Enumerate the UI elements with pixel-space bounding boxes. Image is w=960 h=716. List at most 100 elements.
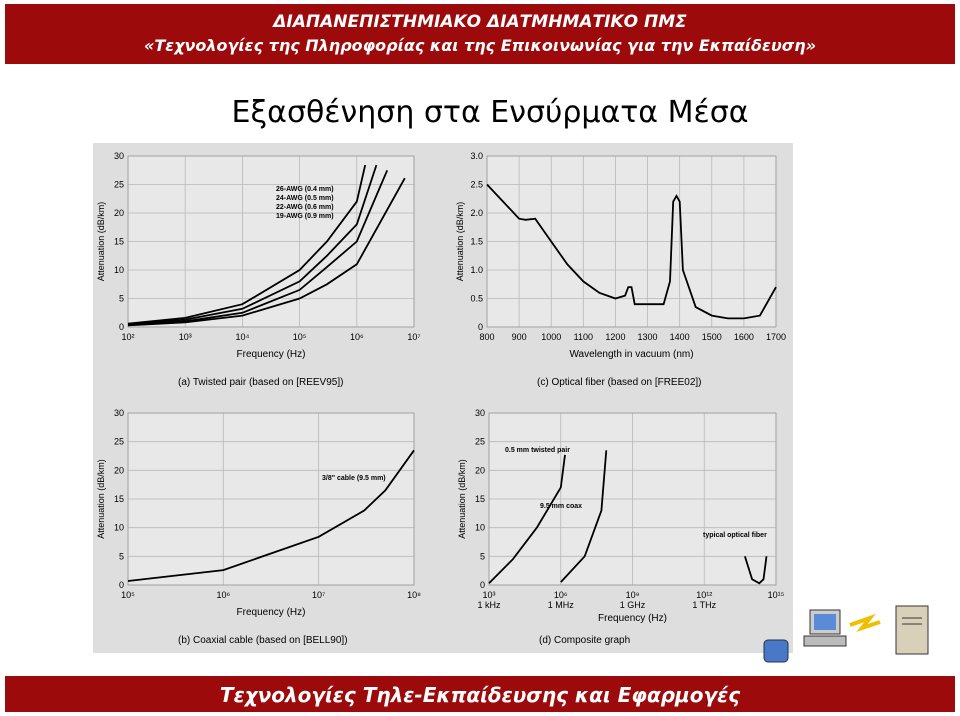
- y-tick-label: 15: [114, 237, 124, 247]
- x-tick-label: 1600: [734, 332, 754, 342]
- x-tick-label: 10⁹ 1 GHz: [620, 590, 646, 610]
- y-tick-label: 20: [114, 208, 124, 218]
- y-tick-label: 0: [119, 322, 124, 332]
- series-label: 24-AWG (0.5 mm): [276, 195, 334, 202]
- plot-frame: [488, 412, 777, 586]
- x-tick-label: 1500: [702, 332, 722, 342]
- header-line: «Τεχνολογίες της Πληροφορίας και της Επι…: [144, 36, 816, 55]
- y-tick-label: 15: [114, 494, 124, 504]
- icon-part: [895, 605, 929, 655]
- plot-frame: [127, 155, 415, 328]
- network-icon: [763, 605, 929, 663]
- plot-frame: [127, 412, 415, 586]
- y-tick-label: 30: [114, 408, 124, 418]
- slide-title: Εξασθένηση στα Ενσύρματα Μέσα: [231, 95, 748, 130]
- x-axis-label: Frequency (Hz): [598, 613, 667, 624]
- x-tick-label: 10⁵: [121, 590, 135, 600]
- x-tick-label: 10⁵: [293, 332, 307, 342]
- series-label: 3/8" cable (9.5 mm): [322, 475, 386, 482]
- x-tick-label: 10⁴: [235, 332, 249, 342]
- x-tick-label: 10⁷: [407, 332, 420, 342]
- x-axis-label: Wavelength in vacuum (nm): [569, 349, 693, 360]
- x-tick-label: 10¹² 1 THz: [692, 590, 716, 610]
- y-tick-label: 1.0: [470, 265, 483, 275]
- y-tick-label: 10: [114, 265, 124, 275]
- x-tick-label: 10⁶: [216, 590, 230, 600]
- header-bar: [5, 4, 955, 64]
- data-line: [744, 556, 768, 585]
- x-axis-label: Frequency (Hz): [237, 607, 306, 618]
- y-tick-label: 15: [475, 494, 485, 504]
- x-tick-label: 1100: [574, 332, 593, 342]
- y-tick-label: 30: [114, 151, 124, 161]
- data-line: [127, 449, 415, 582]
- y-axis-label: Attenuation (dB/km): [455, 202, 465, 282]
- data-line: [127, 164, 378, 325]
- y-tick-label: 20: [475, 465, 485, 475]
- x-axis-label: Frequency (Hz): [237, 349, 306, 360]
- caption: (a) Twisted pair (based on [REEV95]): [178, 377, 343, 388]
- plot-frame: [486, 155, 777, 328]
- y-tick-label: 2.0: [470, 208, 483, 218]
- icon-part: [849, 613, 881, 633]
- y-tick-label: 0: [480, 580, 485, 590]
- caption: (d) Composite graph: [539, 635, 630, 646]
- y-tick-label: 3.0: [470, 151, 483, 161]
- y-tick-label: 5: [119, 551, 124, 561]
- x-tick-label: 10¹⁵: [768, 590, 785, 600]
- y-tick-label: 10: [114, 523, 124, 533]
- y-tick-label: 30: [475, 408, 485, 418]
- y-axis-label: Attenuation (dB/km): [457, 459, 467, 539]
- x-tick-label: 1400: [670, 332, 690, 342]
- x-tick-label: 10⁸: [407, 590, 421, 600]
- x-tick-label: 900: [512, 332, 527, 342]
- icon-part: [803, 635, 847, 647]
- y-tick-label: 25: [114, 180, 124, 190]
- x-tick-label: 10⁶ 1 MHz: [548, 590, 575, 610]
- series-label: 22-AWG (0.6 mm): [276, 204, 334, 211]
- y-tick-label: 25: [114, 437, 124, 447]
- y-axis-label: Attenuation (dB/km): [96, 202, 106, 282]
- y-tick-label: 0.5: [470, 294, 483, 304]
- x-tick-label: 10³: [179, 332, 192, 342]
- y-tick-label: 5: [119, 294, 124, 304]
- x-tick-label: 10³ 1 kHz: [477, 590, 501, 610]
- y-tick-label: 25: [475, 437, 485, 447]
- x-tick-label: 1200: [605, 332, 625, 342]
- x-tick-label: 1300: [638, 332, 658, 342]
- caption: (b) Coaxial cable (based on [BELL90]): [178, 635, 348, 646]
- series-label: typical optical fiber: [703, 532, 767, 539]
- data-line: [127, 177, 406, 327]
- y-tick-label: 10: [475, 523, 485, 533]
- data-line: [488, 454, 566, 584]
- x-tick-label: 1700: [766, 332, 786, 342]
- icon-part: [763, 639, 789, 663]
- y-tick-label: 0: [119, 580, 124, 590]
- x-tick-label: 800: [479, 332, 494, 342]
- y-tick-label: 0: [478, 322, 483, 332]
- y-tick-label: 20: [114, 465, 124, 475]
- series-label: 26-AWG (0.4 mm): [276, 186, 334, 193]
- data-line: [127, 169, 389, 326]
- data-line: [486, 183, 777, 320]
- series-label: 19-AWG (0.9 mm): [276, 213, 334, 220]
- series-label: 9.5 mm coax: [540, 503, 582, 510]
- caption: (c) Optical fiber (based on [FREE02]): [537, 377, 702, 388]
- series-label: 0.5 mm twisted pair: [505, 447, 570, 454]
- y-tick-label: 2.5: [470, 180, 483, 190]
- footer-bar: [5, 676, 955, 712]
- x-tick-label: 10⁷: [312, 590, 325, 600]
- y-tick-label: 1.5: [470, 237, 483, 247]
- x-tick-label: 10²: [121, 332, 134, 342]
- y-tick-label: 5: [480, 551, 485, 561]
- x-tick-label: 1000: [541, 332, 561, 342]
- footer-text: Τεχνολογίες Τηλε-Εκπαίδευσης και Εφαρμογ…: [220, 683, 740, 707]
- icon-part: [814, 614, 836, 630]
- x-tick-label: 10⁶: [350, 332, 364, 342]
- y-axis-label: Attenuation (dB/km): [96, 459, 106, 539]
- header-line: ΔΙΑΠΑΝΕΠΙΣΤΗΜΙΑΚΟ ΔΙΑΤΜΗΜΑΤΙΚΟ ΠΜΣ: [271, 12, 687, 32]
- data-line: [127, 164, 367, 325]
- data-line: [560, 450, 608, 583]
